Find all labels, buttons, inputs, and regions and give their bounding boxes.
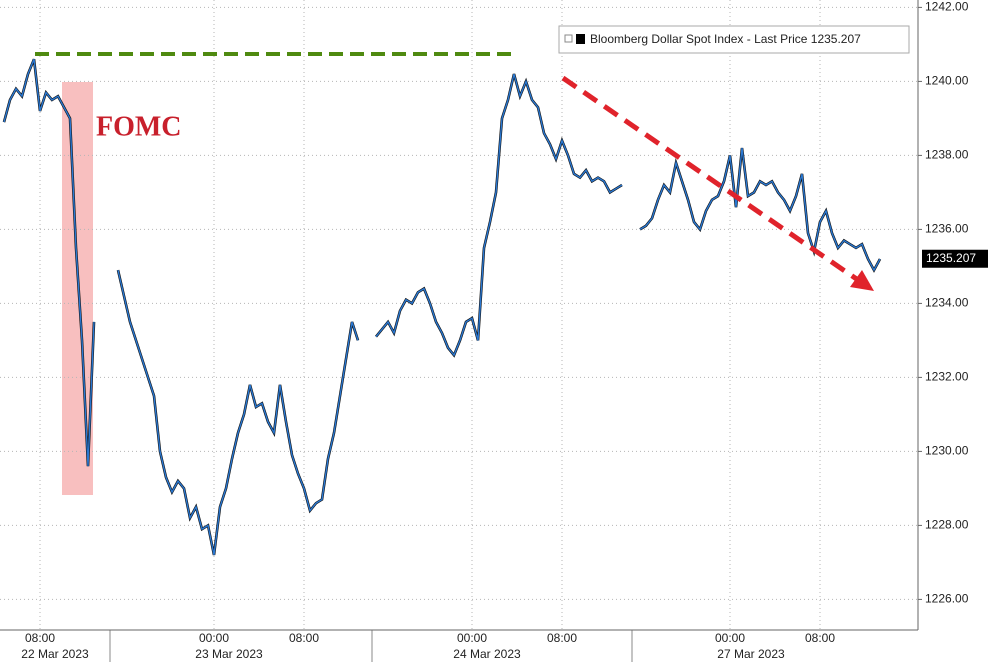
x-tick-label: 00:00 bbox=[457, 631, 487, 645]
y-tick-label: 1240.00 bbox=[925, 74, 969, 88]
x-tick-label: 08:00 bbox=[547, 631, 577, 645]
x-tick-label: 00:00 bbox=[199, 631, 229, 645]
trend-arrow bbox=[561, 75, 860, 283]
y-tick-label: 1232.00 bbox=[925, 370, 969, 384]
y-tick-label: 1234.00 bbox=[925, 296, 969, 310]
grid bbox=[0, 0, 918, 630]
annotation: FOMC bbox=[96, 111, 182, 142]
series bbox=[2, 58, 882, 556]
series-line bbox=[639, 147, 881, 272]
y-tick-label: 1228.00 bbox=[925, 518, 969, 532]
x-date-label: 24 Mar 2023 bbox=[453, 647, 521, 661]
series-line bbox=[3, 58, 95, 467]
series-line-shadow bbox=[374, 73, 623, 358]
x-tick-label: 08:00 bbox=[25, 631, 55, 645]
last-price-label: 1235.207 bbox=[926, 251, 976, 265]
legend-swatch bbox=[576, 34, 585, 44]
x-date-label: 22 Mar 2023 bbox=[21, 647, 89, 661]
series-line bbox=[375, 73, 623, 357]
x-date-label: 23 Mar 2023 bbox=[195, 647, 263, 661]
y-tick-label: 1238.00 bbox=[925, 148, 969, 162]
legend bbox=[558, 25, 910, 54]
legend-expander bbox=[564, 34, 573, 43]
x-tick-label: 00:00 bbox=[715, 631, 745, 645]
x-tick-label: 08:00 bbox=[289, 631, 319, 645]
y-tick-label: 1236.00 bbox=[925, 222, 969, 236]
series-line-shadow bbox=[116, 269, 360, 556]
y-tick-label: 1230.00 bbox=[925, 444, 969, 458]
y-tick-label: 1226.00 bbox=[925, 592, 969, 606]
legend-label: Bloomberg Dollar Spot Index - Last Price… bbox=[590, 32, 861, 46]
x-tick-label: 08:00 bbox=[805, 631, 835, 645]
series-line bbox=[117, 269, 359, 556]
y-tick-label: 1242.00 bbox=[925, 0, 969, 14]
x-date-label: 27 Mar 2023 bbox=[717, 647, 785, 661]
arrow-head bbox=[850, 270, 874, 291]
last-price-box bbox=[922, 249, 988, 268]
